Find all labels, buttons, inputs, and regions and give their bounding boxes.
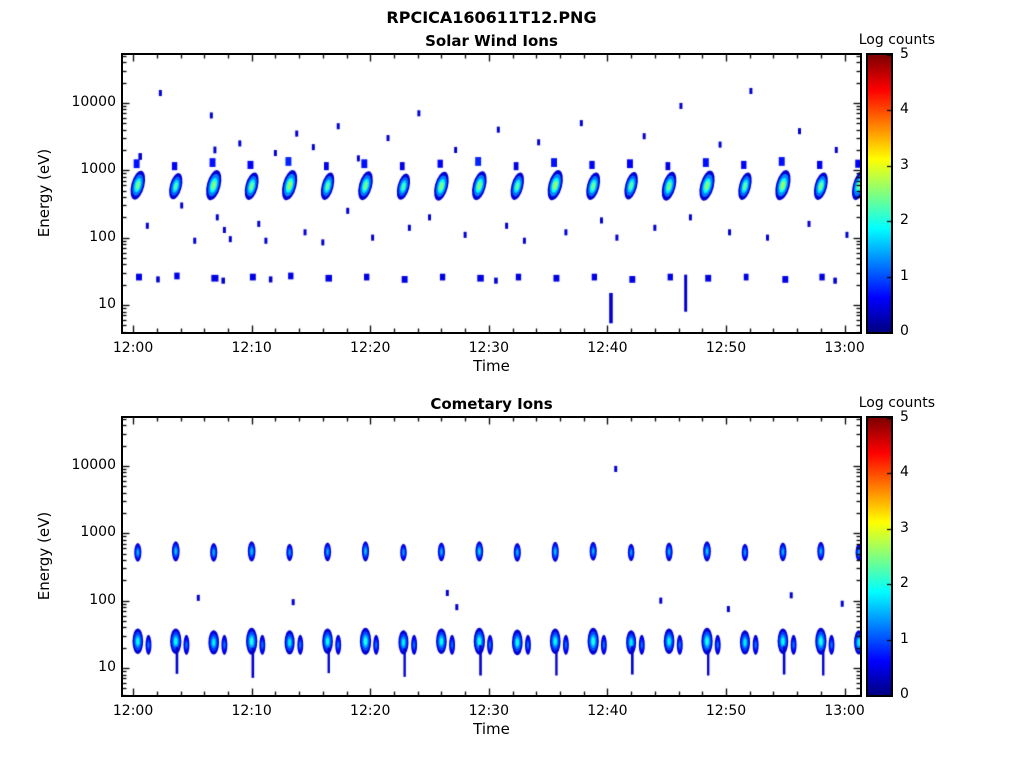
colorbar-label-solar: Log counts — [858, 32, 935, 48]
y-tick-label: 10 — [98, 659, 116, 676]
y-axis-label-solar: Energy (eV) — [35, 148, 53, 238]
colorbar-canvas-1 — [868, 418, 891, 695]
x-tick-label: 13:00 — [824, 703, 865, 719]
colorbar-label-cometary: Log counts — [858, 395, 935, 411]
x-tick-label: 12:50 — [705, 340, 747, 356]
y-tick-label: 10000 — [71, 93, 116, 110]
colorbar-tick-label: 0 — [900, 323, 909, 339]
x-tick-label: 13:00 — [824, 340, 865, 356]
panel-canvas-0 — [123, 55, 860, 332]
solar-wind-colorbar — [866, 53, 893, 334]
colorbar-tick-label: 5 — [900, 409, 909, 425]
colorbar-tick-label: 4 — [900, 101, 909, 118]
y-tick-label: 100 — [89, 591, 116, 608]
panel-title-cometary: Cometary Ions — [430, 395, 553, 413]
x-axis-label-cometary: Time — [473, 720, 510, 738]
x-tick-label: 12:20 — [350, 703, 391, 719]
x-tick-label: 12:20 — [350, 340, 391, 356]
figure-title: RPCICA160611T12.PNG — [386, 8, 597, 27]
colorbar-canvas-0 — [868, 55, 891, 332]
y-axis-label-cometary: Energy (eV) — [35, 511, 53, 601]
colorbar-tick-label: 1 — [900, 630, 909, 647]
colorbar-tick-label: 3 — [900, 519, 909, 536]
y-tick-label: 1000 — [80, 161, 116, 178]
colorbar-tick-label: 0 — [900, 686, 909, 702]
cometary-plot-area — [121, 416, 862, 697]
cometary-colorbar — [866, 416, 893, 697]
y-tick-label: 100 — [89, 228, 116, 245]
x-tick-label: 12:40 — [587, 340, 628, 356]
x-tick-label: 12:10 — [231, 340, 272, 356]
colorbar-tick-label: 2 — [900, 575, 909, 592]
x-tick-label: 12:40 — [587, 703, 628, 719]
panel-canvas-1 — [123, 418, 860, 695]
y-tick-label: 1000 — [80, 524, 116, 541]
colorbar-tick-label: 5 — [900, 46, 909, 62]
y-tick-label: 10000 — [71, 456, 116, 473]
x-tick-label: 12:00 — [112, 340, 154, 356]
colorbar-tick-label: 2 — [900, 212, 909, 229]
x-tick-label: 12:10 — [231, 703, 272, 719]
y-tick-label: 10 — [98, 296, 116, 313]
colorbar-tick-label: 4 — [900, 464, 909, 481]
colorbar-tick-label: 3 — [900, 156, 909, 173]
x-tick-label: 12:50 — [705, 703, 747, 719]
x-tick-label: 12:00 — [112, 703, 154, 719]
colorbar-tick-label: 1 — [900, 267, 909, 284]
x-tick-label: 12:30 — [468, 703, 510, 719]
x-tick-label: 12:30 — [468, 340, 510, 356]
panel-title-solar-wind: Solar Wind Ions — [425, 32, 558, 50]
x-axis-label-solar: Time — [473, 357, 510, 375]
solar-wind-plot-area — [121, 53, 862, 334]
